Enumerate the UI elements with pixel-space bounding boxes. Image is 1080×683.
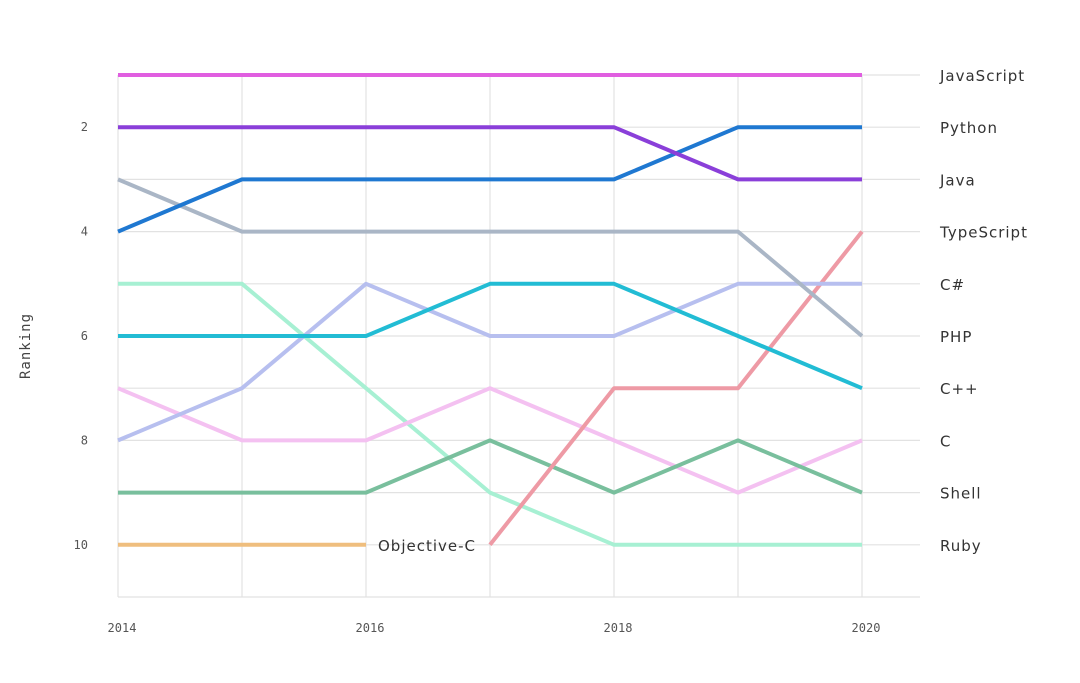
y-tick-label: 8 <box>81 433 88 447</box>
series-end-label: C++ <box>940 380 979 398</box>
series-end-label: TypeScript <box>939 224 1028 242</box>
x-tick-label: 2014 <box>108 621 137 635</box>
y-axis-title: Ranking <box>18 313 34 379</box>
y-tick-label: 2 <box>81 120 88 134</box>
x-tick-label: 2020 <box>852 621 881 635</box>
series-line-c- <box>118 281 863 391</box>
labels: 2 4 6 8 10 2014 2016 2018 2020 JavaScript Python Ja… <box>74 67 1028 635</box>
y-tick-label: 4 <box>81 225 88 239</box>
series-end-label: C <box>940 432 951 450</box>
series-end-label: C# <box>940 276 965 294</box>
series-end-label: Java <box>939 171 976 189</box>
series-line-c- <box>117 281 862 443</box>
x-tick-label: 2016 <box>356 621 385 635</box>
series-line-php <box>117 177 864 338</box>
objective-c-inline-label: Objective-C <box>378 537 476 555</box>
series-line-typescript <box>488 230 864 547</box>
series-line-ruby <box>118 281 862 547</box>
series-end-label: JavaScript <box>939 67 1025 85</box>
y-tick-label: 10 <box>74 538 88 552</box>
series-end-label: Python <box>940 119 998 137</box>
series-line-c <box>117 386 863 495</box>
series-line-python <box>117 125 862 234</box>
series-lines <box>117 73 864 547</box>
series-line-java <box>118 125 862 182</box>
series-end-label: PHP <box>940 328 972 346</box>
series-end-label: Shell <box>940 485 982 503</box>
x-tick-label: 2018 <box>604 621 633 635</box>
y-tick-label: 6 <box>81 329 88 343</box>
series-end-label: Ruby <box>940 537 982 555</box>
series-line-shell <box>118 438 863 495</box>
